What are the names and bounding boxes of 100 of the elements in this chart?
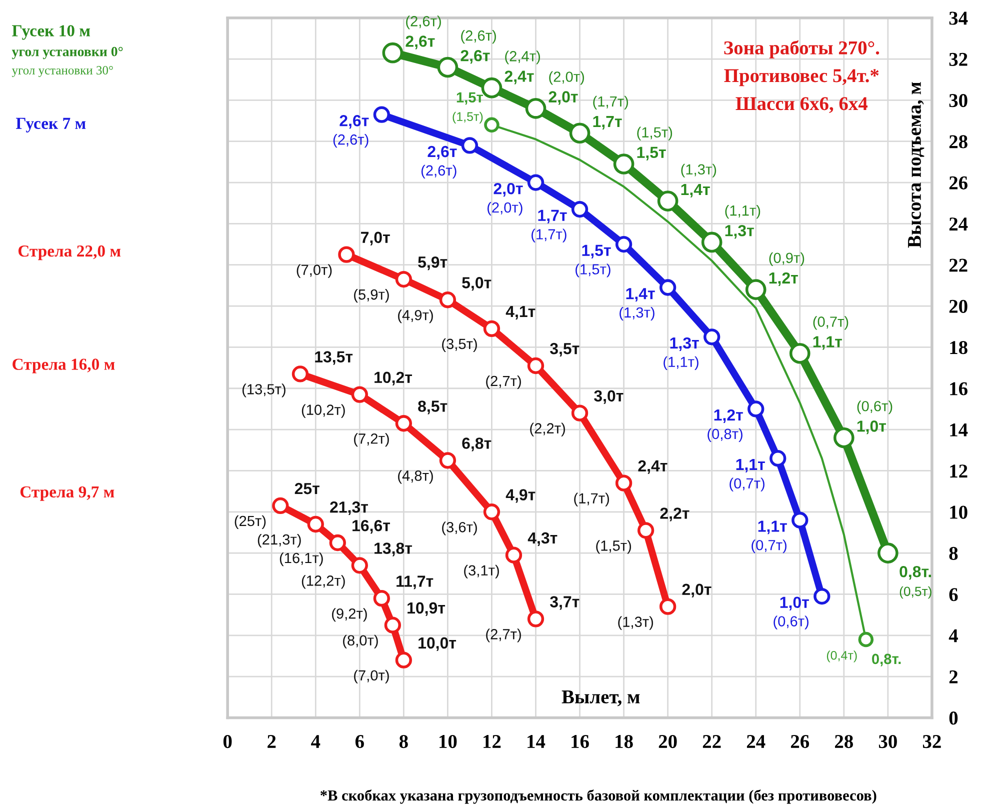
- annotation: 1,7т: [538, 210, 567, 224]
- annotation: (0,7т): [752, 540, 786, 554]
- annotation: 1,2т: [714, 409, 743, 424]
- y-tick-label: 20: [949, 300, 968, 313]
- y-tick-label: 26: [949, 176, 968, 190]
- x-tick-label: 28: [835, 734, 853, 748]
- annotation: 1,5т: [456, 92, 483, 105]
- y-tick-label: 2: [949, 670, 958, 684]
- annotation: 1,3т: [725, 224, 754, 239]
- x-tick-label: 12: [484, 735, 501, 748]
- x-tick-label: 2: [268, 735, 276, 748]
- x-tick-label: 6: [355, 735, 364, 748]
- annotation: (5,9т): [354, 288, 389, 303]
- point: [338, 246, 355, 263]
- point: [569, 122, 590, 144]
- text: угол установки 0°: [12, 46, 123, 60]
- point: [833, 427, 854, 448]
- point: [483, 320, 500, 338]
- annotation: (1,3т): [618, 616, 654, 630]
- annotation: (3,5т): [442, 338, 477, 352]
- x-tick-label: 8: [399, 734, 408, 748]
- annotation: Зона работы 270°.: [724, 40, 880, 58]
- x-tick-label: 0: [223, 734, 232, 748]
- y-tick-label: 34: [949, 12, 968, 25]
- annotation: (4,8т): [398, 470, 433, 484]
- y-tick-label: 28: [949, 135, 968, 148]
- point: [395, 415, 412, 432]
- annotation: 1,4т: [626, 288, 655, 302]
- annotation: (3,1т): [464, 564, 499, 578]
- annotation: (0,4т): [826, 650, 857, 662]
- y-tick-label: 8: [949, 546, 958, 560]
- annotation: 13,8т: [374, 542, 412, 556]
- text: *В скобках указана грузоподъемность базовой комплектации (без противовесов): [320, 790, 876, 804]
- annotation: (1,5т): [596, 540, 632, 554]
- y-tick-label: 0: [949, 712, 958, 725]
- annotation: (1,5т): [576, 264, 610, 278]
- annotation: 3,7т: [550, 596, 580, 610]
- point: [272, 497, 289, 514]
- point: [439, 452, 456, 469]
- annotation: (2,6т): [333, 134, 368, 148]
- annotation: 1,0т: [780, 596, 809, 610]
- annotation: 6,8т: [462, 438, 492, 452]
- annotation: 2,6т: [406, 36, 435, 50]
- annotation: (12,2т): [302, 575, 345, 589]
- x-tick-label: 20: [658, 734, 677, 748]
- point: [382, 42, 404, 64]
- annotation: 1,5т: [637, 146, 666, 160]
- y-tick-label: 22: [949, 258, 968, 272]
- y-tick-label: 32: [949, 52, 968, 66]
- text: Стрела 16,0 м: [12, 358, 115, 374]
- annotation: 2,0т: [548, 91, 578, 105]
- point: [351, 557, 368, 574]
- annotation: 1,7т: [593, 116, 622, 130]
- annotation: (2,4т): [505, 50, 540, 64]
- point: [792, 512, 808, 528]
- y-tick-label: 6: [949, 588, 958, 602]
- point: [505, 546, 522, 564]
- annotation: (1,3т): [681, 164, 716, 178]
- annotation: (7,0т): [354, 670, 389, 684]
- annotation: (3,6т): [442, 522, 477, 536]
- annotation: (2,6т): [406, 16, 441, 30]
- annotation: 1,5т: [582, 244, 611, 258]
- annotation: 1,2т: [769, 272, 798, 286]
- annotation: (16,1т): [280, 552, 323, 566]
- y-tick-label: 12: [950, 464, 968, 478]
- y-tick-label: 10: [950, 506, 968, 519]
- annotation: (10,2т): [302, 404, 345, 418]
- annotation: 11,7т: [396, 576, 434, 590]
- point: [373, 106, 390, 123]
- y-tick-label: 18: [950, 341, 968, 354]
- annotation: (2,0т): [487, 202, 522, 216]
- annotation: 7,0т: [361, 232, 390, 246]
- y-tick-label: 16: [950, 382, 968, 396]
- point: [527, 357, 544, 374]
- annotation: (0,6т): [774, 616, 808, 630]
- point: [571, 404, 588, 422]
- point: [484, 117, 500, 133]
- annotation: 5,0т: [462, 277, 492, 291]
- point: [789, 342, 810, 364]
- annotation: (2,0т): [549, 71, 584, 85]
- point: [657, 190, 678, 212]
- point: [384, 616, 402, 634]
- point: [525, 98, 546, 119]
- annotation: (7,0т): [296, 264, 332, 278]
- x-tick-label: 10: [440, 734, 457, 748]
- annotation: 1,4т: [681, 184, 710, 198]
- annotation: (2,7т): [486, 628, 521, 642]
- annotation: (21,3т): [258, 534, 301, 548]
- point: [461, 137, 478, 154]
- annotation: 2,4т: [638, 460, 668, 474]
- text: угол установки 30°: [12, 66, 113, 78]
- annotation: (9,2т): [332, 608, 367, 622]
- x-tick-label: 30: [878, 734, 897, 748]
- annotation: (0,6т): [857, 400, 892, 414]
- x-tick-label: 22: [702, 735, 721, 748]
- y-axis-title: Высота подъема, м: [908, 82, 924, 248]
- point: [481, 77, 502, 98]
- annotation: (4,9т): [398, 310, 433, 324]
- annotation: (13,5т): [242, 384, 286, 398]
- y-tick-label: 24: [949, 218, 968, 230]
